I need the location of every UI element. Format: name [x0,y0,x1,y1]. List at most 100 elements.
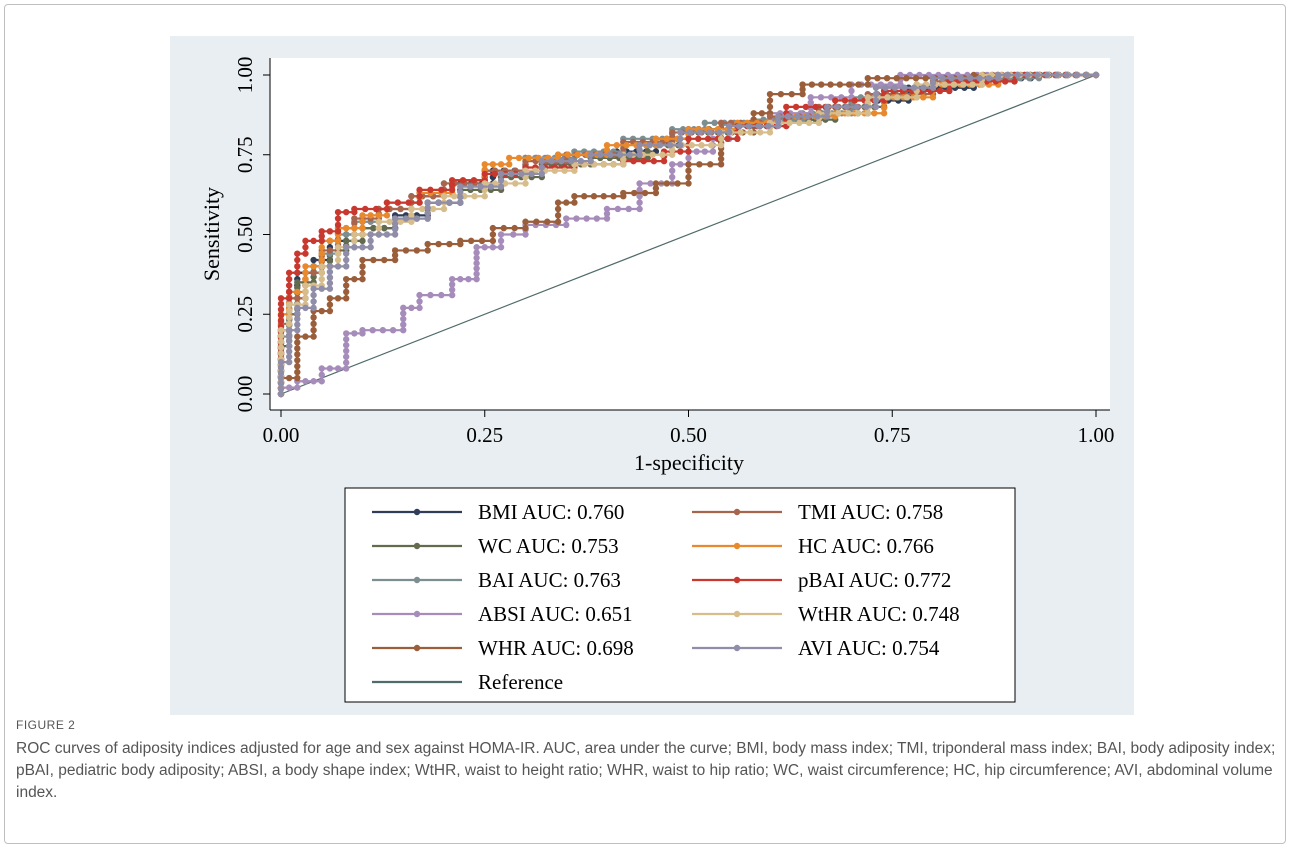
series-point [882,84,889,91]
series-point [318,228,325,235]
series-point [640,157,647,165]
series-point [734,135,741,142]
series-point [416,193,423,200]
series-point [294,310,301,317]
series-point [326,307,334,315]
series-point [745,122,753,130]
series-point [920,94,927,101]
series-point [302,250,309,257]
series-point [310,291,317,299]
series-point [841,97,849,104]
series-point [326,237,334,245]
series-point [995,71,1002,79]
series-point [522,224,529,232]
series-point [804,113,811,120]
legend-item: WtHR AUC: 0.748 [692,602,960,626]
y-tick-label: 0.25 [233,296,257,333]
legend-marker [733,644,741,652]
series-point [440,193,448,200]
series-point [477,183,484,190]
series-point [843,103,850,111]
series-point [277,311,285,319]
series-point [285,314,293,321]
series-point [408,205,415,213]
series-point [978,81,986,88]
series-point [799,86,806,93]
series-point [1073,71,1080,79]
series-point [294,363,301,370]
legend-label: pBAI AUC: 0.772 [798,568,951,592]
series-point [294,345,301,352]
series-point [391,252,399,259]
series-point [448,281,456,288]
series-point [285,295,293,302]
series-point [636,199,643,206]
series-point [1024,71,1031,79]
series-point [343,359,350,366]
series-point [326,285,334,292]
series-point [391,231,399,238]
series-point [626,151,634,158]
series-point [448,181,456,189]
series-point [318,307,325,315]
series-point [808,81,816,88]
legend-marker [413,508,421,516]
series-point [554,151,562,158]
legend-item: HC AUC: 0.766 [692,534,934,558]
legend-item: BMI AUC: 0.760 [372,500,624,524]
roc-chart: 0.00 0.25 0.50 0.75 1.00 0.00 0.25 0.50 0.75 1.0… [170,36,1134,715]
series-point [351,330,358,337]
series-point [957,74,965,82]
series-point [277,369,285,376]
series-point [427,291,434,299]
legend-label: Reference [478,670,563,694]
series-point [685,167,692,174]
series-point [471,193,478,200]
series-point [726,122,733,130]
series-point [379,327,387,334]
series-point [294,288,301,296]
series-point [913,94,920,101]
series-point [903,74,910,82]
series-point [351,224,358,232]
series-point [799,81,806,88]
series-point [285,327,293,334]
series-point [528,170,535,178]
series-point [310,263,317,270]
series-point [359,269,366,276]
series-point [294,333,301,340]
series-point [903,94,911,101]
series-point [558,157,565,165]
series-point [766,103,774,111]
series-point [685,154,692,162]
series-point [836,81,844,88]
series-point [802,103,810,111]
legend-item: BAI AUC: 0.763 [372,568,621,592]
series-point [563,199,570,206]
series-point [285,288,293,296]
series-point [400,321,407,328]
series-point [571,193,578,200]
series-point [457,237,464,245]
series-point [796,119,803,127]
series-point [302,378,309,385]
series-point [302,263,309,270]
series-point [872,90,880,98]
series-point [717,155,725,163]
legend-marker [733,542,741,550]
series-point [310,285,317,292]
series-point [334,244,342,251]
legend-marker [733,508,741,516]
series-point [522,180,529,187]
series-point [597,151,604,158]
series-point [277,317,285,325]
series-point [522,218,529,225]
series-point [294,339,301,346]
series-point [636,151,643,158]
series-point [294,263,301,270]
series-point [805,119,813,127]
series-point [351,244,358,251]
series-point [792,103,800,111]
series-point [1004,71,1012,79]
series-point [663,135,670,142]
